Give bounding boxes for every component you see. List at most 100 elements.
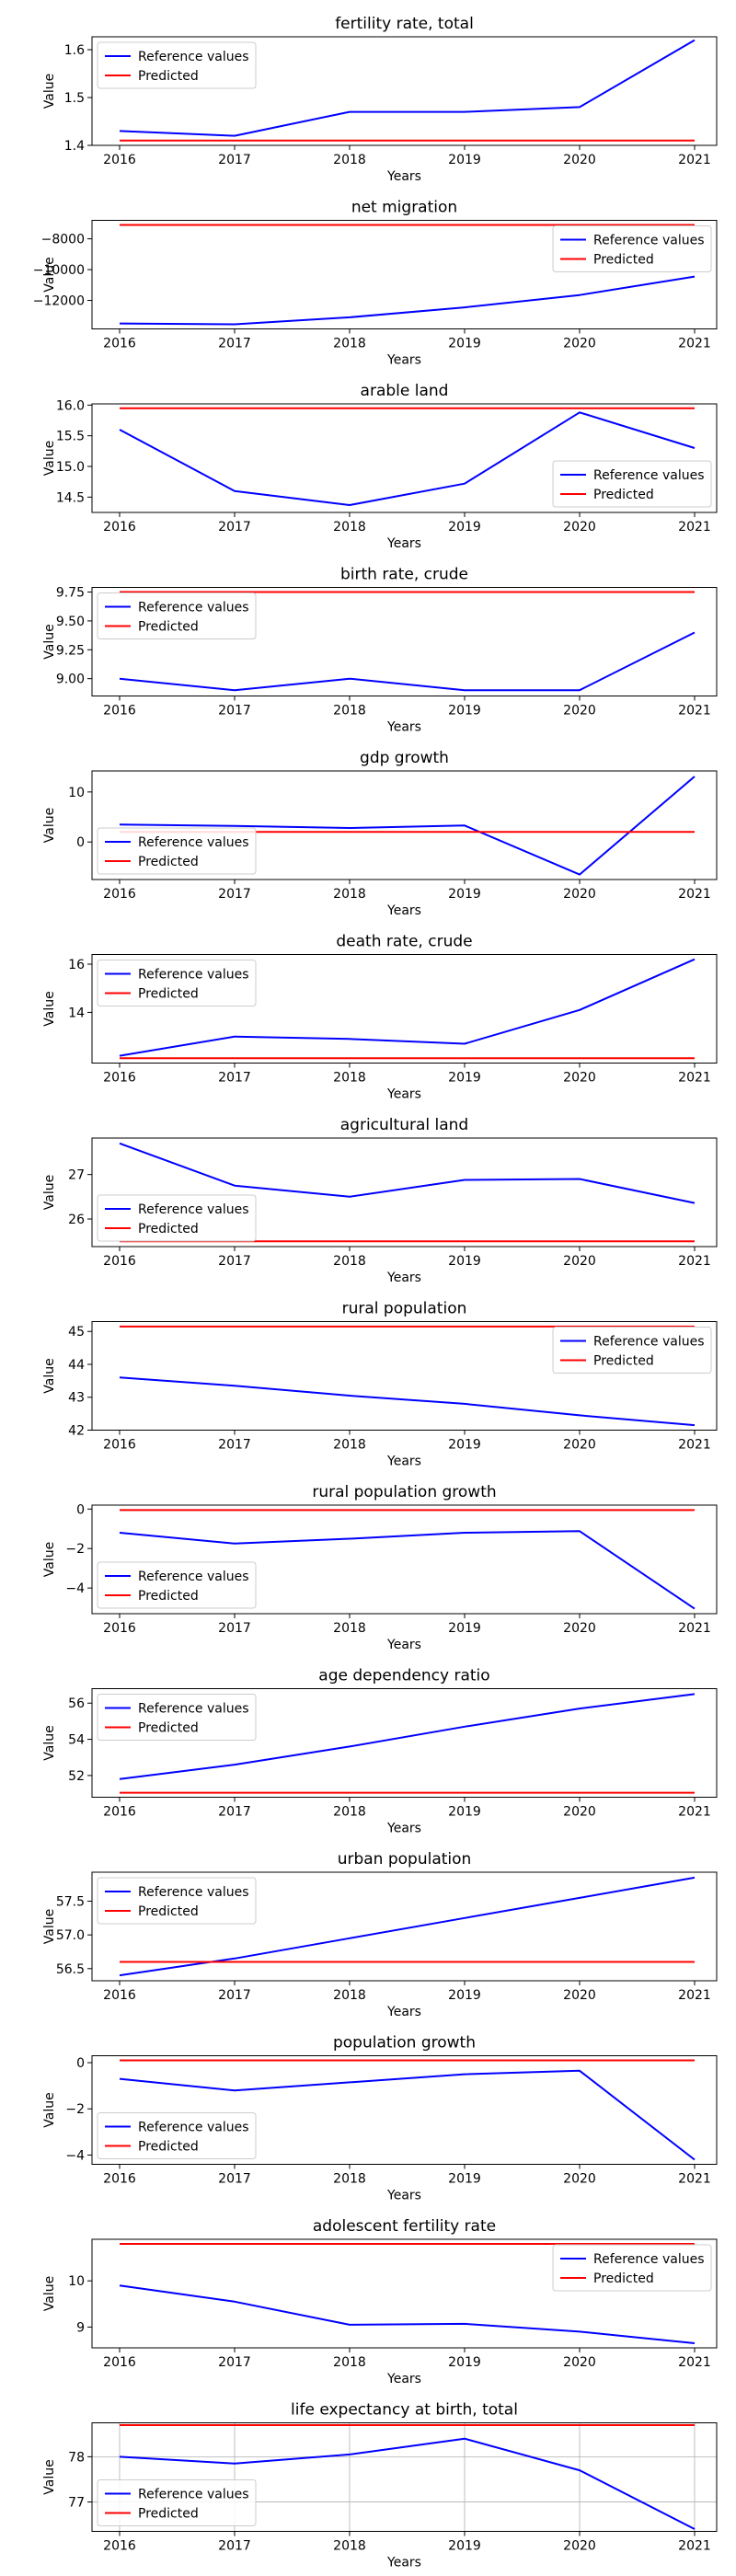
x-tick-label: 2020 [563,1621,596,1636]
chart-title: rural population [342,1300,467,1318]
x-tick-label: 2020 [563,1988,596,2003]
x-tick-label: 2020 [563,520,596,535]
legend-box [97,41,257,89]
reference-series-line [119,2284,696,2344]
x-tick-label: 2021 [678,1071,711,1086]
y-tick-label: 16 [68,958,85,972]
x-tick-label: 2018 [333,2355,366,2370]
x-tick-label: 2021 [678,1254,711,1269]
legend-reference-label: Reference values [593,1335,704,1350]
x-tick-label: 2019 [448,2172,481,2187]
x-tick-label: 2016 [103,887,136,902]
legend-box [552,1327,712,1374]
legend-box [97,827,257,875]
x-tick-label: 2017 [218,887,251,902]
legend-box [97,592,257,639]
legend-box [97,960,257,1006]
y-tick-label: 56 [68,1696,85,1711]
x-tick-label: 2019 [448,2355,481,2370]
x-tick-label: 2021 [678,337,711,351]
legend: Reference values Predicted [552,460,712,508]
legend-reference-label: Reference values [138,1570,248,1584]
subplot-9: rural population growth 2016 2017 2018 2019 2… [42,1483,718,1652]
reference-series-line [119,275,696,326]
legend-box [97,2479,257,2526]
legend: Reference values Predicted [97,1877,257,1925]
x-tick-label: 2021 [678,2355,711,2370]
axes-frame [91,587,718,696]
reference-series-line [119,2437,696,2530]
subplot-7: agricultural land 2016 2017 2018 2019 2020 202… [42,1116,718,1285]
reference-series-line [119,1142,696,1204]
x-tick-label: 2020 [563,887,596,902]
y-tick-label: 44 [68,1358,85,1373]
y-tick-label: 10 [68,786,85,800]
x-axis-label: Years [386,2372,421,2386]
chart-title: agricultural land [340,1116,468,1134]
x-tick-label: 2020 [563,704,596,719]
x-tick-label: 2020 [563,1254,596,1269]
x-axis-label: Years [386,2556,421,2570]
x-tick-label: 2017 [218,337,251,351]
x-tick-label: 2019 [448,337,481,351]
y-tick-label: 14.5 [56,490,85,505]
y-axis-label: Value [42,1542,57,1577]
legend: Reference values Predicted [552,1327,712,1374]
subplot-14: life expectancy at birth, total 2016 2017 2… [42,2401,718,2570]
x-tick-label: 2018 [333,337,366,351]
legend-reference-label: Reference values [138,2488,248,2502]
chart-title: death rate, crude [336,933,472,951]
x-tick-label: 2020 [563,1438,596,1453]
axes-frame [91,1321,718,1431]
legend: Reference values Predicted [97,1694,257,1741]
chart-title: arable land [361,382,449,400]
x-axis-label: Years [386,536,421,551]
x-tick-label: 2019 [448,1988,481,2003]
reference-series-line [119,39,696,137]
chart-title: population growth [333,2034,476,2053]
subplot-11: urban population 2016 2017 2018 2019 2020 2021… [42,1850,718,2019]
axes-frame [91,403,718,513]
x-tick-label: 2017 [218,1621,251,1636]
legend: Reference values Predicted [97,41,257,89]
x-tick-label: 2018 [333,520,366,535]
y-tick-label: 0 [76,1502,85,1517]
legend-reference-label: Reference values [138,968,248,983]
y-axis-label: Value [42,2459,57,2494]
y-tick-label: 16.0 [56,398,85,413]
x-tick-label: 2017 [218,520,251,535]
legend-box [97,1694,257,1741]
x-tick-label: 2016 [103,2355,136,2370]
y-tick-label: 42 [68,1424,85,1439]
x-tick-label: 2018 [333,1621,366,1636]
y-tick-label: 57.5 [56,1895,85,1910]
y-tick-label: −2 [65,1542,85,1557]
y-axis-label: Value [42,991,57,1026]
x-tick-label: 2020 [563,153,596,167]
y-tick-label: −4 [65,2148,85,2163]
reference-series-line [119,776,696,876]
x-axis-label: Years [386,1271,421,1285]
y-axis-label: Value [42,624,57,659]
legend-predicted-label: Predicted [138,987,199,1002]
x-tick-label: 2019 [448,887,481,902]
x-axis-label: Years [386,353,421,368]
x-tick-label: 2020 [563,2539,596,2554]
legend-reference-label: Reference values [593,2252,704,2267]
y-tick-label: 9 [76,2320,85,2335]
y-tick-label: 1.5 [64,91,85,106]
y-tick-label: −2 [65,2102,85,2117]
x-axis-label: Years [386,903,421,918]
y-tick-label: 57.0 [56,1928,85,1943]
x-tick-label: 2019 [448,2539,481,2554]
x-tick-label: 2016 [103,153,136,167]
subplot-5: gdp growth 2016 2017 2018 2019 2020 2021 0 10 Yea… [42,749,718,918]
y-tick-label: 0 [76,835,85,850]
legend-predicted-label: Predicted [138,1904,199,1919]
legend-predicted-label: Predicted [593,1354,654,1369]
legend-predicted-label: Predicted [138,2140,199,2155]
legend-predicted-label: Predicted [593,488,654,502]
axes-frame [91,1871,718,1982]
legend: Reference values Predicted [97,1194,257,1242]
